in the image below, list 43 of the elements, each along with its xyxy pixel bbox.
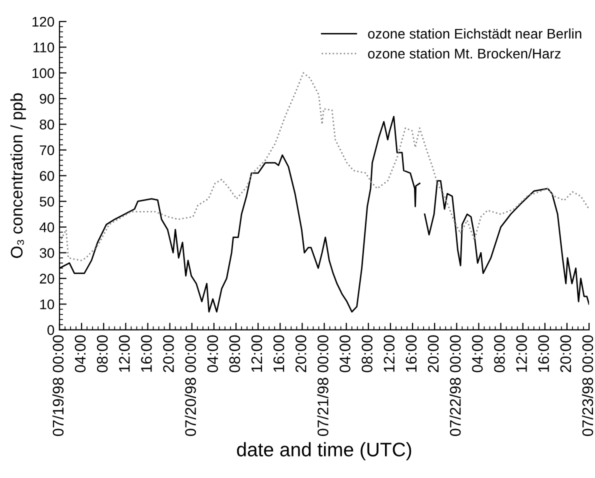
x-tick-label: 20:00 bbox=[163, 335, 174, 372]
y-tick-label: 0 bbox=[47, 325, 54, 335]
legend-label: ozone station Eichstädt near Berlin bbox=[368, 28, 582, 39]
x-tick-label: 07/22/98 00:00 bbox=[450, 335, 461, 436]
x-tick-label: 07/20/98 00:00 bbox=[184, 335, 196, 436]
y-tick-label: 30 bbox=[40, 248, 54, 258]
y-tick-label: 40 bbox=[40, 222, 54, 232]
y-tick-label: 20 bbox=[40, 274, 54, 284]
y-tick-label: 100 bbox=[32, 68, 54, 78]
x-tick-label: 08:00 bbox=[362, 335, 373, 372]
x-tick-label: 08:00 bbox=[96, 335, 108, 372]
x-tick-label: 16:00 bbox=[273, 335, 284, 372]
y-tick-label: 110 bbox=[34, 42, 54, 52]
x-tick-label: 16:00 bbox=[406, 335, 417, 372]
y-tick-label: 70 bbox=[40, 145, 54, 156]
x-tick-label: 12:00 bbox=[516, 335, 527, 372]
x-tick-label: 20:00 bbox=[295, 335, 306, 372]
x-tick-label: 04:00 bbox=[340, 335, 350, 372]
line-series bbox=[60, 72, 590, 262]
legend-label: ozone station Mt. Brocken/Harz bbox=[368, 48, 561, 59]
x-tick-label: 08:00 bbox=[229, 335, 240, 372]
x-tick-label: 07/19/98 00:00 bbox=[52, 335, 64, 436]
x-tick-label: 04:00 bbox=[472, 335, 483, 372]
y-tick-label: 10 bbox=[40, 299, 54, 310]
x-tick-label: 20:00 bbox=[428, 335, 439, 372]
x-tick-label: 12:00 bbox=[118, 335, 130, 372]
x-tick-label: 07/21/98 00:00 bbox=[317, 335, 328, 436]
x-tick-label: 16:00 bbox=[141, 335, 152, 372]
y-tick-label: 90 bbox=[40, 94, 54, 104]
x-tick-label: 12:00 bbox=[384, 335, 395, 372]
x-axis-title: date and time (UTC) bbox=[237, 442, 412, 460]
y-tick-label: 60 bbox=[40, 171, 54, 181]
x-tick-label: 04:00 bbox=[207, 335, 218, 372]
x-tick-label: 08:00 bbox=[494, 335, 505, 372]
x-tick-label: 07/23/98 00:00 bbox=[582, 335, 594, 436]
y-tick-label: 50 bbox=[40, 196, 54, 207]
x-tick-label: 20:00 bbox=[560, 335, 572, 372]
x-tick-label: 12:00 bbox=[251, 335, 262, 372]
x-tick-label: 04:00 bbox=[74, 335, 86, 372]
y-tick-label: 80 bbox=[40, 120, 54, 130]
y-tick-label: 120 bbox=[32, 16, 54, 27]
x-tick-label: 16:00 bbox=[538, 335, 550, 372]
y-axis-title: O₃ concentration / ppb bbox=[10, 93, 26, 258]
